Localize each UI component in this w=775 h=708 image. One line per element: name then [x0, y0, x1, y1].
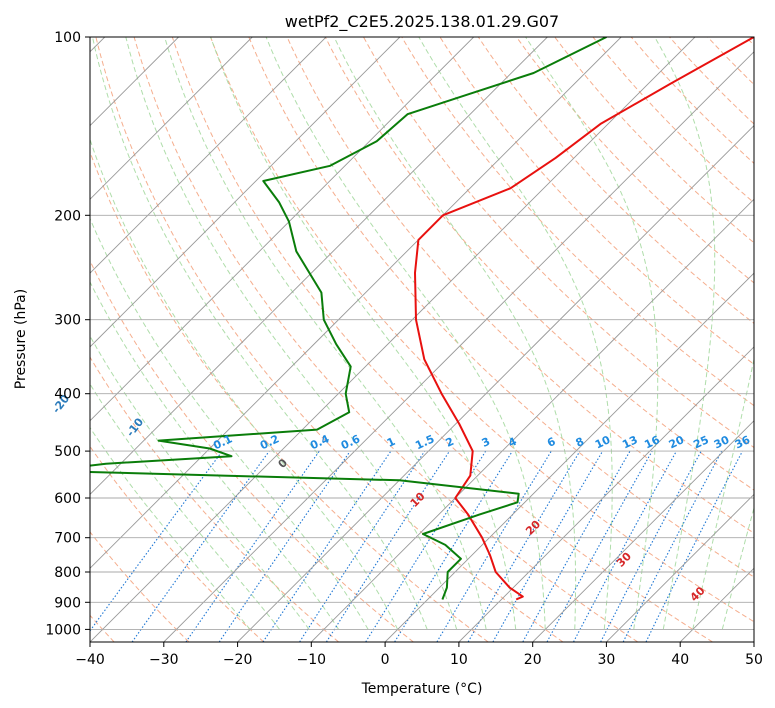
sounding-profile-line [414, 37, 754, 601]
moist-adiabat-line [418, 37, 613, 630]
dry-adiabat-line [401, 37, 754, 407]
mixing-ratio-line [622, 450, 723, 642]
x-tick-label: 40 [671, 652, 689, 668]
dry-adiabat-line [90, 531, 190, 642]
isotherm-line [90, 37, 622, 569]
y-tick-label: 1000 [45, 622, 81, 638]
isotherm-line [90, 37, 548, 496]
y-tick-label: 200 [54, 208, 81, 224]
mixing-ratio-line [492, 450, 604, 642]
dry-adiabat-line [95, 37, 564, 642]
isotherm-line [90, 37, 475, 422]
mixing-ratio-label: 10 [593, 433, 613, 451]
mixing-ratio-line [573, 450, 677, 642]
isotherm-line [237, 124, 754, 642]
isotherm-line [90, 37, 253, 200]
mixing-ratio-line [522, 450, 631, 642]
y-tick-label: 600 [54, 491, 81, 507]
moist-adiabat-line [90, 137, 399, 630]
isotherm-line [384, 272, 754, 642]
y-tick-label: 300 [54, 313, 81, 329]
mixing-ratio-label: 13 [620, 433, 639, 451]
moist-adiabat-line [265, 37, 546, 630]
y-tick-label: 400 [54, 387, 81, 403]
moist-adiabat-line [92, 37, 428, 630]
moist-adiabat-line [525, 37, 659, 630]
y-tick-label: 900 [54, 595, 81, 611]
dry-adiabat-line [286, 37, 754, 534]
moist-adiabat-line [90, 217, 369, 630]
mixing-ratio-line [90, 450, 223, 632]
mixing-ratio-label: 36 [733, 433, 753, 451]
isotherm-line [532, 420, 754, 642]
dry-adiabat-line [363, 37, 754, 449]
mixing-ratio-line [600, 450, 702, 642]
x-tick-label: 30 [597, 652, 615, 668]
mixing-ratio-line [185, 450, 320, 642]
dry-adiabat-line [554, 37, 754, 244]
isotherm-line [458, 346, 754, 642]
dry-adiabat-line [324, 37, 754, 491]
y-tick-label: 700 [54, 531, 81, 547]
isotherm-line [90, 37, 401, 348]
series-layer [90, 37, 754, 601]
moist-adiabat-line [692, 356, 754, 630]
mixing-ratio-line [218, 450, 351, 642]
isotherm-line [90, 37, 696, 642]
dry-adiabat-line [210, 37, 754, 623]
dry-adiabat-line [90, 259, 414, 642]
x-tick-label: −20 [223, 652, 253, 668]
x-axis-label: Temperature (°C) [361, 681, 483, 697]
x-tick-label: 50 [745, 652, 763, 668]
dry-adiabat-line [592, 37, 754, 204]
x-tick-label: 20 [524, 652, 542, 668]
mixing-ratio-label: 30 [712, 433, 732, 451]
dry-adiabat-line [90, 356, 339, 642]
isotherm-line [90, 37, 327, 274]
mixing-ratio-line [299, 450, 426, 642]
y-axis-label: Pressure (hPa) [13, 289, 29, 389]
mixing-ratio-label: 16 [642, 433, 662, 451]
moist-adiabat-line [333, 37, 577, 630]
moist-adiabat-line [654, 37, 716, 630]
moist-adiabat-line [721, 505, 754, 630]
mixing-ratio-line [645, 450, 743, 642]
chart-title: wetPf2_C2E5.2025.138.01.29.G07 [285, 12, 559, 32]
isotherm-line [163, 51, 754, 642]
mixing-ratio-line [131, 450, 270, 642]
axes-layer: −40 −30 −20 −10 0 10 20 30 40 50 100 200 300 400 500 60… [45, 30, 763, 668]
x-tick-label: −10 [297, 652, 327, 668]
dry-adiabat-line [171, 37, 713, 642]
dry-adiabat-line [477, 37, 754, 324]
y-tick-label: 800 [54, 565, 81, 581]
x-tick-label: −30 [149, 652, 179, 668]
moist-adiabat-line [90, 335, 310, 630]
y-tick-label: 100 [54, 30, 81, 46]
x-tick-label: 10 [450, 652, 468, 668]
isotherm-line [606, 493, 754, 642]
moist-adiabat-line [125, 37, 458, 630]
mixing-ratio-label: 20 [667, 433, 687, 451]
sounding-profile-line [90, 37, 607, 600]
plot-frame [89, 36, 755, 643]
dry-adiabat-line [133, 37, 639, 642]
x-tick-label: −40 [75, 652, 105, 668]
y-tick-label: 500 [54, 444, 81, 460]
isotherm-line [310, 198, 754, 642]
mixing-ratio-line [394, 450, 513, 642]
moist-adiabat-line [164, 37, 487, 630]
mixing-ratio-line [365, 450, 487, 642]
mixing-ratio-label: 25 [691, 433, 710, 451]
x-tick-label: 0 [381, 652, 390, 668]
dry-adiabat-line [439, 37, 754, 365]
